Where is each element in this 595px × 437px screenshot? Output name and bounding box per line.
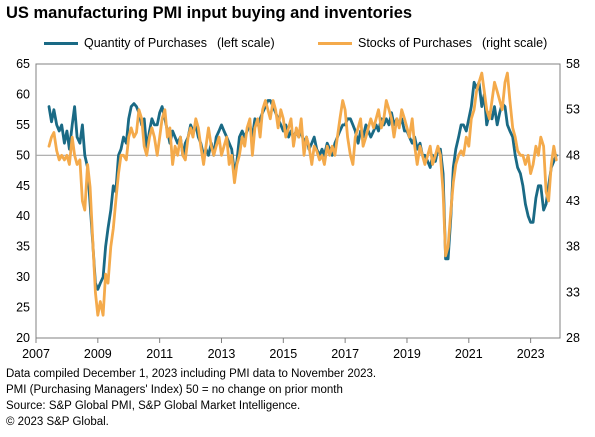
y-left-tick-label: 60 bbox=[16, 87, 30, 101]
legend-item-stocks: Stocks of Purchases (right scale) bbox=[318, 36, 547, 50]
x-tick-label: 2019 bbox=[393, 347, 421, 361]
y-left-tick-label: 20 bbox=[16, 331, 30, 345]
y-left-tick-label: 50 bbox=[16, 148, 30, 162]
footnote-source: Source: S&P Global PMI, S&P Global Marke… bbox=[6, 400, 301, 412]
y-right-tick-label: 43 bbox=[566, 194, 580, 208]
footnote-pmi-definition: PMI (Purchasing Managers' Index) 50 = no… bbox=[6, 384, 343, 396]
series-line-quantity-of-purchases bbox=[47, 80, 558, 291]
footnote-data-compiled: Data compiled December 1, 2023 including… bbox=[6, 368, 377, 380]
y-right-tick-label: 58 bbox=[566, 57, 580, 71]
y-right-tick-label: 28 bbox=[566, 331, 580, 345]
y-left-tick-label: 30 bbox=[16, 270, 30, 284]
legend-label-quantity: Quantity of Purchases bbox=[84, 36, 207, 50]
legend-scale-stocks: (right scale) bbox=[481, 36, 548, 50]
x-tick-label: 2009 bbox=[84, 347, 112, 361]
legend-swatch-quantity bbox=[44, 41, 78, 45]
y-left-tick-label: 40 bbox=[16, 209, 30, 223]
y-left-tick-label: 55 bbox=[16, 118, 30, 132]
y-left-tick-label: 25 bbox=[16, 301, 30, 315]
y-axis-right: 58 53 48 43 38 33 28 bbox=[566, 57, 580, 345]
footnote-copyright: © 2023 S&P Global. bbox=[6, 416, 109, 428]
x-axis: 2007 2009 2011 2013 2015 2017 2019 2021 2023 bbox=[22, 338, 545, 361]
y-right-tick-label: 38 bbox=[566, 240, 580, 254]
legend-item-quantity: Quantity of Purchases (left scale) bbox=[44, 36, 275, 50]
plot-frame bbox=[35, 63, 561, 339]
chart-title: US manufacturing PMI input buying and in… bbox=[6, 4, 413, 22]
legend-swatch-stocks bbox=[318, 41, 352, 45]
footnotes: Data compiled December 1, 2023 including… bbox=[6, 366, 376, 430]
chart-area: 65 60 55 50 45 40 35 30 25 20 58 53 48 43 38 33 28 2007… bbox=[16, 57, 580, 361]
x-tick-label: 2015 bbox=[269, 347, 297, 361]
legend: Quantity of Purchases (left scale) Stock… bbox=[0, 36, 595, 52]
x-tick-label: 2021 bbox=[455, 347, 483, 361]
y-left-tick-label: 35 bbox=[16, 240, 30, 254]
x-tick-label: 2023 bbox=[517, 347, 545, 361]
y-right-tick-label: 33 bbox=[566, 285, 580, 299]
x-tick-label: 2017 bbox=[331, 347, 359, 361]
y-right-tick-label: 48 bbox=[566, 148, 580, 162]
x-tick-label: 2011 bbox=[146, 347, 173, 361]
legend-label-stocks: Stocks of Purchases bbox=[358, 36, 472, 50]
y-right-tick-label: 53 bbox=[566, 103, 580, 117]
x-tick-label: 2013 bbox=[208, 347, 236, 361]
y-left-tick-label: 65 bbox=[16, 57, 30, 71]
series-layer bbox=[47, 71, 558, 317]
x-tick-label: 2007 bbox=[22, 347, 50, 361]
y-left-tick-label: 45 bbox=[16, 179, 30, 193]
legend-scale-quantity: (left scale) bbox=[216, 36, 275, 50]
series-line-stocks-of-purchases bbox=[47, 71, 558, 317]
y-axis-left: 65 60 55 50 45 40 35 30 25 20 bbox=[16, 57, 30, 345]
